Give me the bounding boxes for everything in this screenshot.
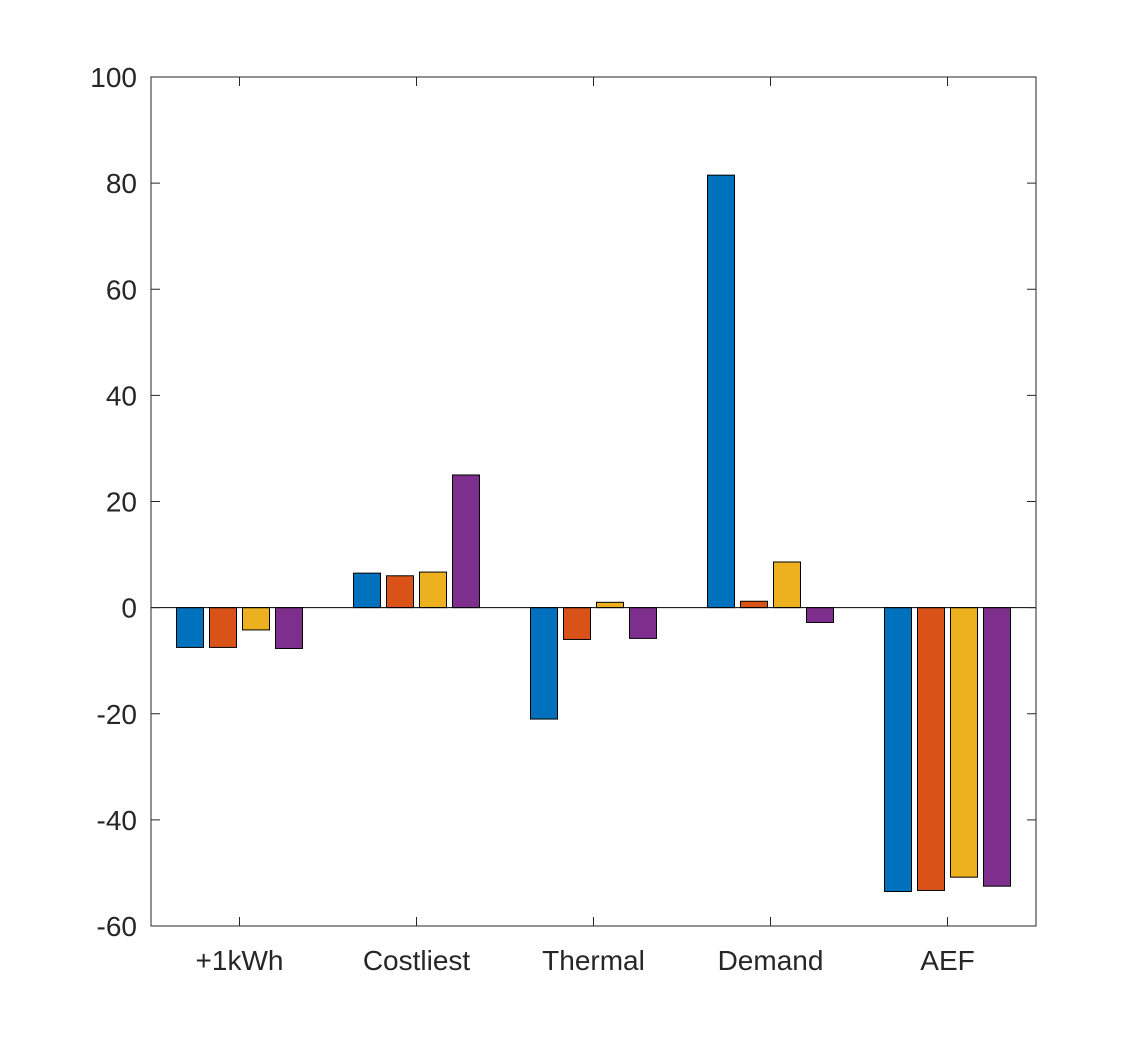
y-tick-label: -20: [97, 699, 137, 730]
bar: [176, 607, 204, 648]
bar: [629, 607, 657, 639]
bar: [884, 607, 912, 893]
x-tick-label: +1kWh: [196, 945, 284, 976]
axes-layer: [150, 76, 1037, 927]
bar: [209, 607, 237, 648]
bar: [242, 607, 270, 631]
bar: [950, 607, 978, 878]
bar: [596, 601, 624, 609]
x-tick-label: AEF: [920, 945, 974, 976]
y-tick-label: 60: [106, 274, 137, 305]
x-tick-label: Costliest: [363, 945, 471, 976]
bar: [983, 607, 1011, 887]
bar: [773, 561, 801, 609]
bars-layer: [176, 174, 1011, 893]
y-tick-label: 100: [90, 62, 137, 93]
y-tick-label: 0: [121, 593, 137, 624]
bar: [806, 607, 834, 623]
bar: [386, 575, 414, 609]
bar: [353, 572, 381, 609]
bar: [740, 600, 768, 609]
bar: [275, 607, 303, 649]
bar: [452, 474, 480, 609]
y-tick-label: -40: [97, 805, 137, 836]
labels-layer: -60 -40 -20 0 20 40 60 80 100 +1kWh Costliest Therm…: [90, 62, 974, 976]
x-tick-label: Thermal: [542, 945, 645, 976]
y-tick-label: 40: [106, 380, 137, 411]
y-tick-label: 20: [106, 487, 137, 518]
bar: [419, 571, 447, 609]
y-tick-label: 80: [106, 168, 137, 199]
x-tick-label: Demand: [718, 945, 824, 976]
bar: [707, 174, 735, 609]
bar: [530, 607, 558, 720]
bar: [917, 607, 945, 891]
bar: [563, 607, 591, 640]
y-tick-label: -60: [97, 911, 137, 942]
